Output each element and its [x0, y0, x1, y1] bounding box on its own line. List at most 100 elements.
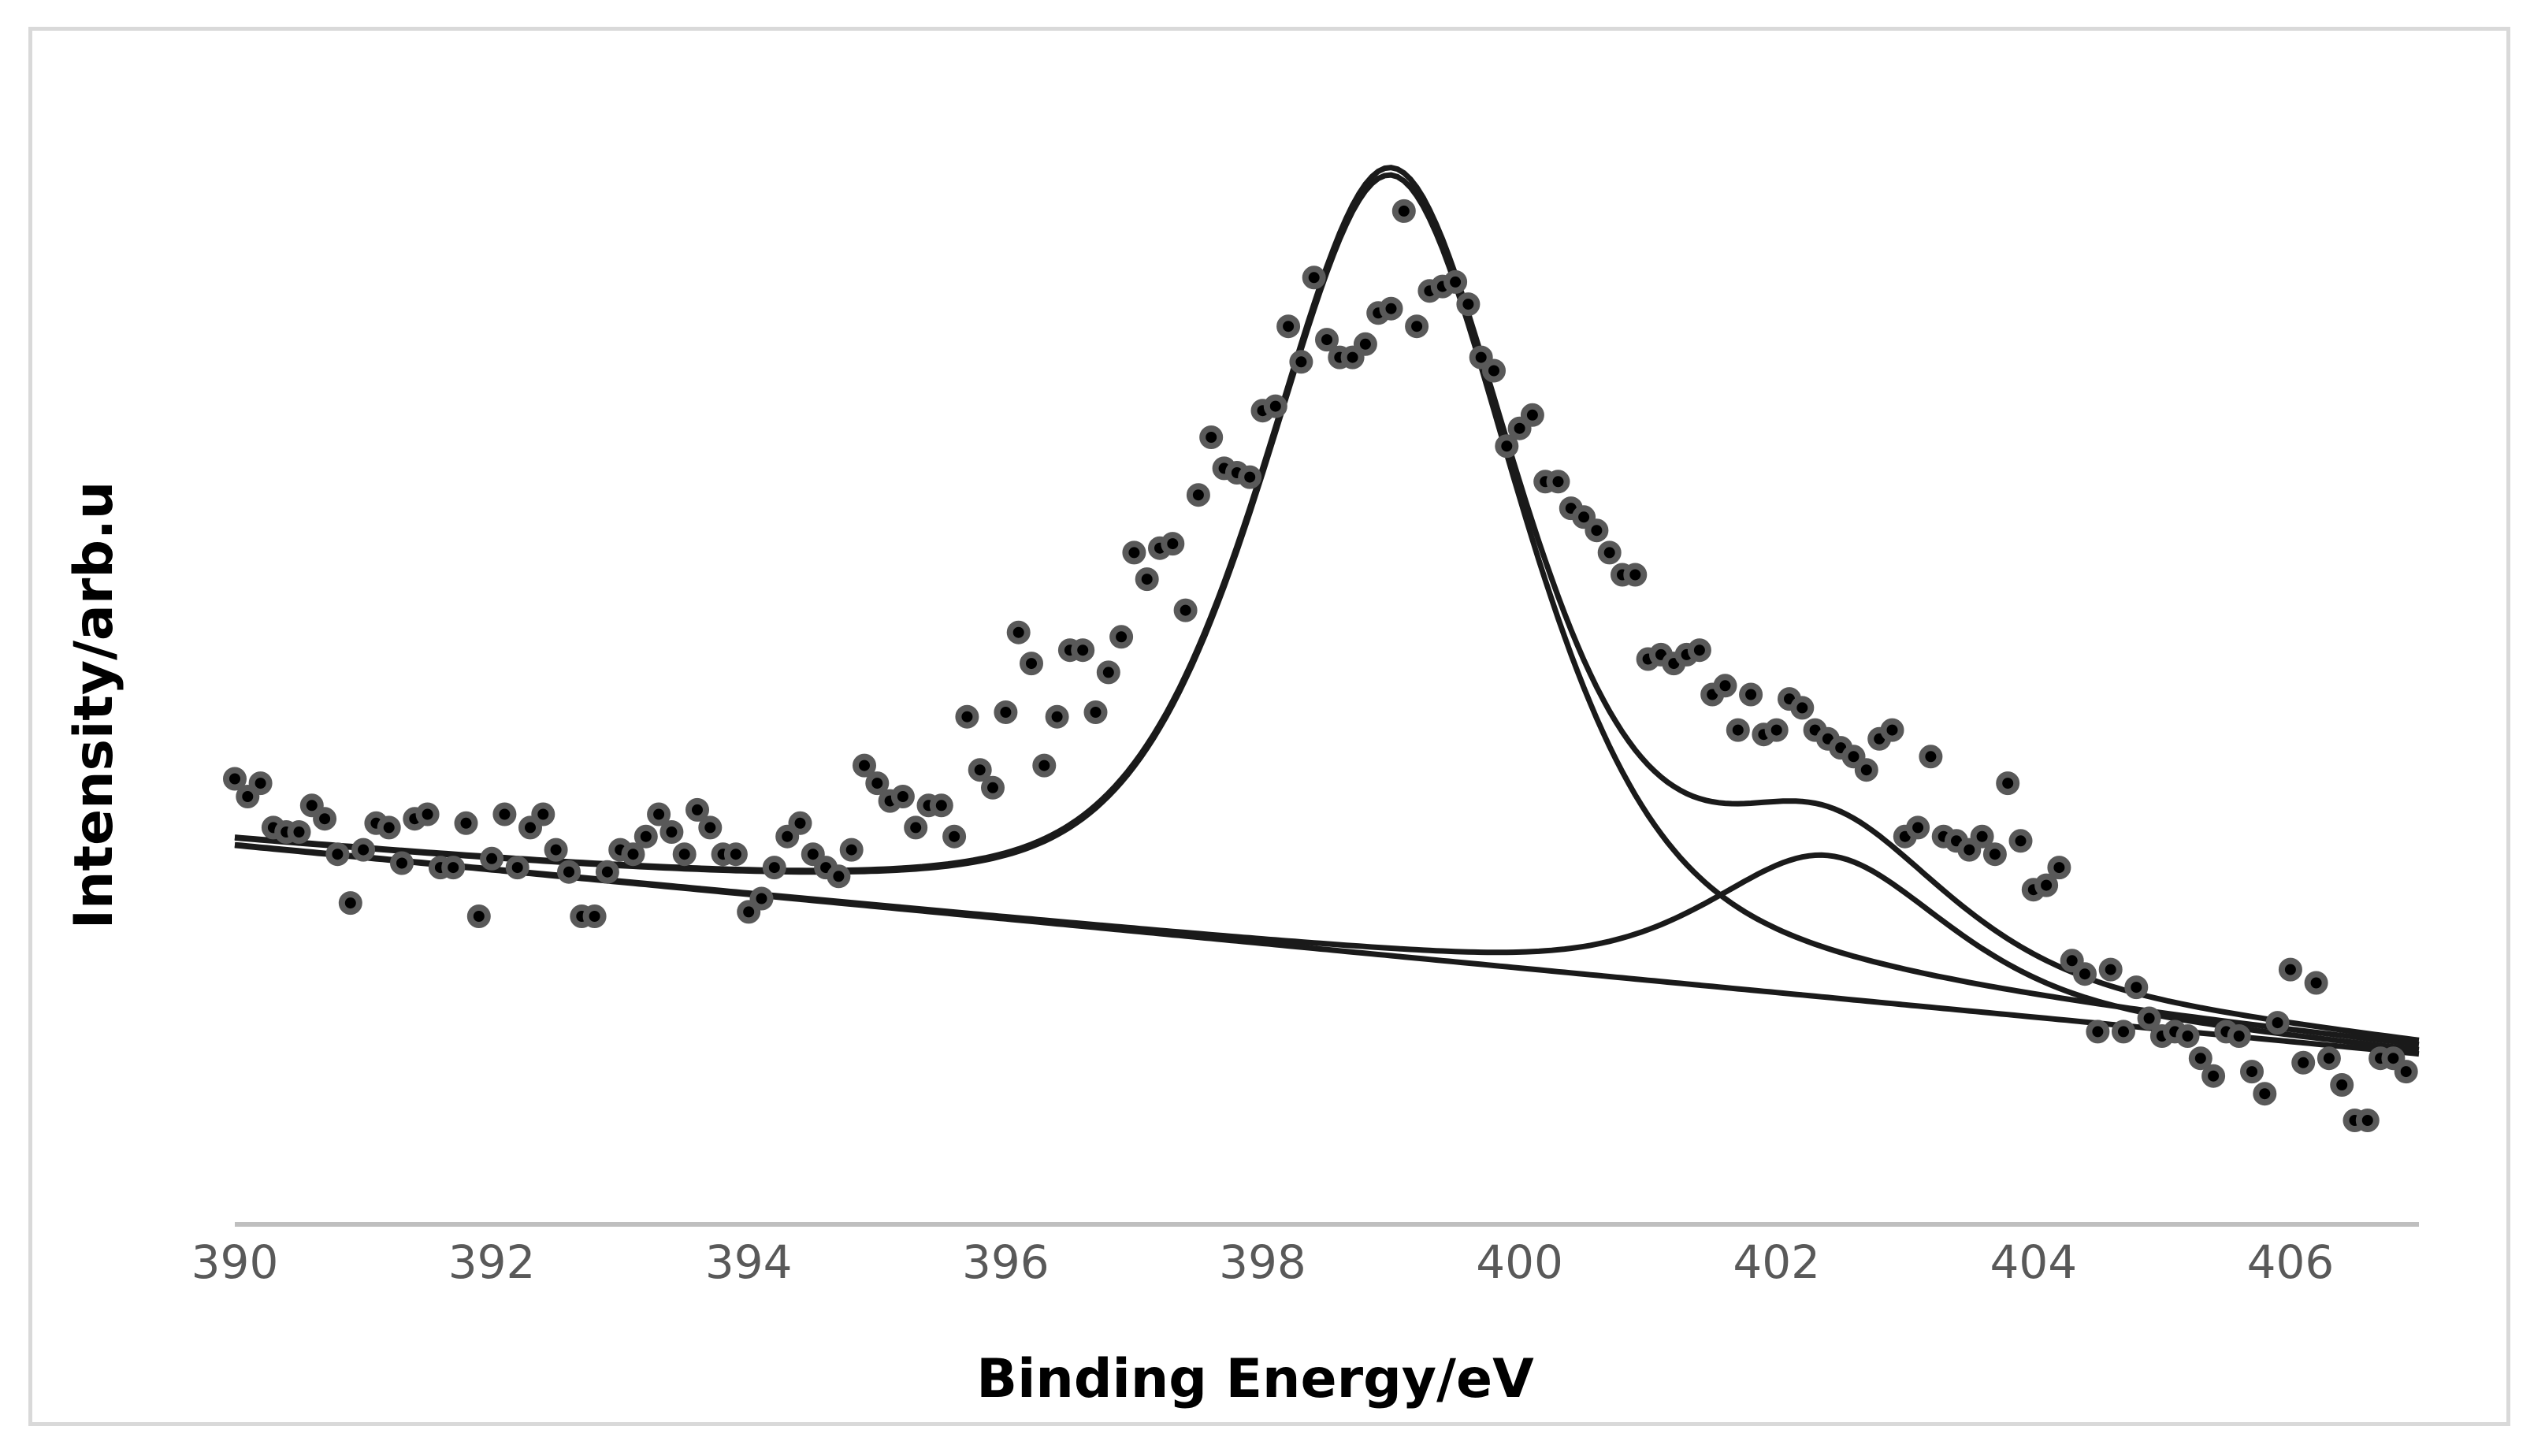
fit-lines: [234, 165, 2420, 1057]
data-point: [287, 820, 311, 844]
data-point: [1263, 394, 1287, 418]
data-point: [2098, 957, 2123, 982]
data-point: [749, 886, 774, 911]
data-point: [1045, 704, 1069, 729]
data-point: [801, 842, 825, 867]
data-point: [1957, 838, 1982, 862]
data-point: [1970, 824, 1994, 849]
data-point: [338, 891, 362, 916]
data-point: [1906, 815, 1930, 840]
data-point: [981, 775, 1005, 800]
data-point: [904, 815, 928, 840]
data-point: [441, 856, 466, 880]
data-point: [2112, 1020, 2135, 1044]
data-point: [762, 856, 786, 880]
data-point: [1572, 505, 1596, 529]
data-point: [1982, 842, 2007, 867]
data-point: [1199, 425, 1224, 449]
data-point: [2253, 1082, 2277, 1106]
data-point: [1585, 518, 1609, 543]
data-point: [518, 815, 542, 840]
data-point: [1713, 674, 1737, 698]
data-points: [223, 199, 2418, 1132]
data-point: [2304, 971, 2328, 995]
data-point: [1996, 771, 2020, 796]
data-point: [839, 838, 864, 862]
data-point: [2240, 1060, 2264, 1084]
data-point: [2394, 1060, 2418, 1084]
data-point: [1790, 696, 1815, 720]
data-point: [1109, 625, 1134, 649]
x-tick-label-390: 390: [191, 1235, 279, 1289]
data-point: [557, 860, 581, 884]
data-point: [2034, 873, 2059, 897]
data-point: [1135, 567, 1159, 592]
data-point: [1238, 465, 1262, 489]
data-point: [582, 904, 607, 928]
data-point: [1096, 660, 1120, 685]
data-point: [1520, 403, 1544, 427]
data-point: [865, 771, 890, 796]
data-point: [377, 815, 401, 840]
main-peak-fit-line: [234, 172, 2420, 1048]
data-point: [788, 811, 812, 835]
data-point: [325, 842, 350, 867]
data-point: [1391, 199, 1416, 223]
data-point: [1623, 563, 1648, 587]
x-tick-label-402: 402: [1733, 1235, 1820, 1289]
data-point: [1276, 314, 1301, 339]
data-point: [1919, 745, 1943, 769]
data-point: [454, 811, 478, 835]
data-point: [2330, 1073, 2354, 1097]
data-point: [1507, 416, 1532, 440]
data-point: [1841, 745, 1866, 769]
data-point: [1186, 483, 1210, 507]
data-point: [942, 824, 967, 849]
data-point: [659, 820, 684, 844]
y-axis-title: Intensity/arb.u: [63, 481, 125, 930]
data-point: [2137, 1006, 2161, 1031]
data-point: [1469, 345, 1493, 370]
data-point: [994, 700, 1018, 724]
chart-frame: [28, 27, 2510, 1426]
data-point: [1173, 598, 1198, 622]
data-point: [737, 900, 761, 924]
data-point: [1379, 296, 1403, 321]
data-point: [2381, 1046, 2406, 1071]
data-point: [2047, 856, 2071, 880]
data-point: [1315, 328, 1339, 352]
data-point: [492, 802, 517, 826]
x-tick-label-406: 406: [2247, 1235, 2335, 1289]
data-point: [299, 793, 324, 818]
data-point: [1020, 652, 1043, 676]
data-point: [1443, 269, 1468, 294]
data-point: [351, 838, 376, 862]
data-point: [1161, 532, 1185, 556]
data-point: [1546, 470, 1570, 494]
data-point: [2265, 1011, 2290, 1035]
data-point: [531, 802, 555, 826]
data-point: [647, 802, 671, 826]
data-point: [313, 807, 337, 831]
x-tick-label-394: 394: [705, 1235, 793, 1289]
data-point: [2086, 1020, 2110, 1044]
data-point: [466, 904, 491, 928]
data-point: [1726, 718, 1750, 742]
data-point: [1482, 358, 1506, 383]
data-point: [415, 802, 440, 826]
data-point: [2227, 1024, 2251, 1048]
data-point: [723, 842, 748, 867]
data-point: [621, 842, 645, 867]
data-point: [853, 753, 876, 778]
data-point: [1032, 753, 1057, 778]
x-tick-labels: 390 392 394 396 398 400 402 404 406: [191, 1235, 2335, 1289]
x-tick-label-398: 398: [1219, 1235, 1306, 1289]
data-point: [698, 815, 723, 840]
data-point: [685, 797, 709, 822]
data-point: [2188, 1046, 2212, 1071]
data-point: [2060, 949, 2084, 973]
data-point: [1083, 700, 1108, 724]
data-point: [248, 771, 273, 796]
data-point: [633, 824, 658, 849]
